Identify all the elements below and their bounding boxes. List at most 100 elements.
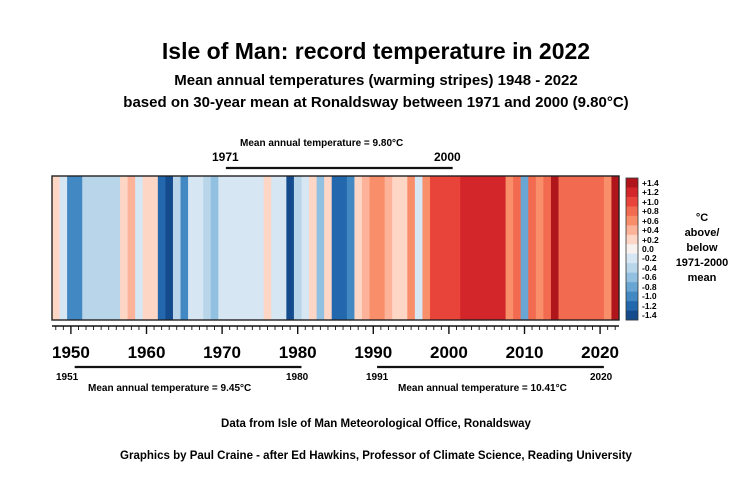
stripe-2014 (550, 176, 559, 320)
legend-tick-label: +1.4 (642, 177, 659, 188)
stripe-1959 (135, 176, 144, 320)
x-tick-label: 2020 (581, 343, 619, 362)
period-1951-start-label: 1951 (56, 372, 79, 383)
legend-tick-label: +1.2 (642, 187, 659, 198)
stripe-1956 (112, 176, 121, 320)
stripe-1975 (256, 176, 265, 320)
x-tick-label: 2010 (506, 343, 544, 362)
period-1971-2000-label: Mean annual temperature = 9.80°C (240, 138, 404, 149)
stripe-1998 (430, 176, 438, 320)
stripe-2019 (588, 176, 597, 320)
legend-color-cell (626, 215, 638, 226)
stripe-1976 (263, 176, 272, 320)
legend-color-cell (626, 282, 638, 292)
stripe-2017 (573, 176, 582, 320)
subtitle-line-1: Mean annual temperatures (warming stripe… (174, 72, 578, 89)
legend-color-cell (626, 291, 638, 302)
legend-tick-label: -1.0 (642, 291, 657, 302)
stripe-1995 (407, 176, 416, 320)
period-lines (74, 166, 604, 369)
stripe-1974 (248, 176, 257, 320)
legend-tick-label: +1.0 (642, 196, 659, 207)
stripe-2011 (528, 176, 537, 320)
stripe-1994 (399, 176, 408, 320)
legend-unit-line: above/ (684, 227, 720, 239)
stripe-2012 (535, 176, 544, 320)
data-source-credit: Data from Isle of Man Meteorological Off… (221, 418, 531, 430)
stripe-1962 (157, 176, 166, 320)
legend-unit-line: °C (695, 212, 709, 224)
stripe-2015 (558, 176, 567, 320)
stripe-1987 (346, 176, 355, 320)
stripe-1961 (150, 176, 159, 320)
page-title: Isle of Man: record temperature in 2022 (161, 38, 591, 64)
stripe-1991 (377, 176, 386, 320)
period-1991-start-label: 1991 (366, 372, 389, 383)
stripe-1982 (309, 176, 317, 320)
stripe-1992 (384, 176, 393, 320)
stripe-2021 (603, 176, 612, 320)
stripe-2018 (581, 176, 590, 320)
period-1971-start-label: 1971 (212, 150, 239, 164)
legend-tick-label: -1.2 (642, 300, 657, 311)
stripe-1973 (241, 176, 249, 320)
stripe-1948 (52, 176, 60, 320)
legend-tick-label: 0.0 (642, 244, 654, 254)
stripe-2000 (445, 176, 454, 320)
legend-color-cell (626, 244, 638, 255)
legend-color-cell (626, 263, 638, 273)
plot-frame (51, 175, 620, 321)
stripe-1972 (233, 176, 242, 320)
legend-color-cell (626, 187, 638, 198)
stripe-1966 (188, 176, 197, 320)
stripe-2009 (513, 176, 522, 320)
legend-tick-label: -0.2 (642, 253, 657, 264)
period-1991-2020-label: Mean annual temperature = 10.41°C (398, 383, 567, 394)
legend-unit-line: below (686, 242, 718, 254)
stripe-1951 (74, 176, 83, 320)
period-1951-1980-label: Mean annual temperature = 9.45°C (88, 383, 252, 394)
period-2000-end-label: 2000 (434, 150, 461, 164)
period-2020-end-label: 2020 (590, 372, 613, 383)
stripe-1954 (97, 176, 106, 320)
legend-color-cell (626, 301, 638, 311)
stripe-1999 (437, 176, 446, 320)
x-tick-label: 2000 (430, 343, 468, 362)
stripe-1950 (67, 176, 76, 320)
stripe-2016 (566, 176, 575, 320)
legend-color-cell (626, 225, 638, 236)
stripe-1996 (414, 176, 423, 320)
legend-frame (625, 177, 639, 321)
stripe-2006 (490, 176, 499, 320)
stripe-1997 (422, 176, 431, 320)
stripe-1953 (89, 176, 98, 320)
stripe-1980 (293, 176, 302, 320)
x-tick-label: 1990 (354, 343, 392, 362)
stripe-1993 (392, 176, 401, 320)
legend-color-cell (626, 206, 638, 217)
legend-color-cell (626, 310, 638, 321)
legend-tick-label: +0.2 (642, 234, 659, 245)
stripe-1986 (339, 176, 348, 320)
legend-color-bar (625, 177, 639, 321)
stripe-2004 (475, 176, 484, 320)
period-1980-end-label: 1980 (286, 372, 309, 383)
stripe-1971 (225, 176, 234, 320)
legend-tick-label: -0.4 (642, 262, 657, 273)
stripe-1977 (271, 176, 280, 320)
stripe-1960 (142, 176, 151, 320)
stripes-group (52, 176, 620, 320)
x-tick-label: 1980 (279, 343, 317, 362)
graphics-credit: Graphics by Paul Craine - after Ed Hawki… (120, 450, 632, 462)
subtitle-line-2: based on 30-year mean at Ronaldsway betw… (123, 94, 629, 111)
stripe-2003 (467, 176, 476, 320)
stripe-1970 (218, 176, 227, 320)
stripe-1984 (324, 176, 333, 320)
stripe-1969 (210, 176, 219, 320)
legend-color-cell (626, 234, 638, 245)
x-tick-label: 1960 (128, 343, 166, 362)
stripe-1957 (120, 176, 128, 320)
stripe-2005 (482, 176, 491, 320)
legend-unit-line: mean (687, 272, 717, 284)
